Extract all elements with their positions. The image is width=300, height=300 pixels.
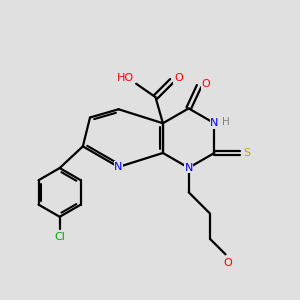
Text: N: N <box>210 118 219 128</box>
Text: Cl: Cl <box>54 232 65 242</box>
Text: S: S <box>244 148 250 158</box>
Text: HO: HO <box>117 74 134 83</box>
Text: H: H <box>222 117 230 127</box>
Text: O: O <box>201 79 210 89</box>
Text: O: O <box>224 258 232 268</box>
Text: N: N <box>114 162 123 172</box>
Text: O: O <box>174 74 183 83</box>
Text: N: N <box>184 163 193 173</box>
